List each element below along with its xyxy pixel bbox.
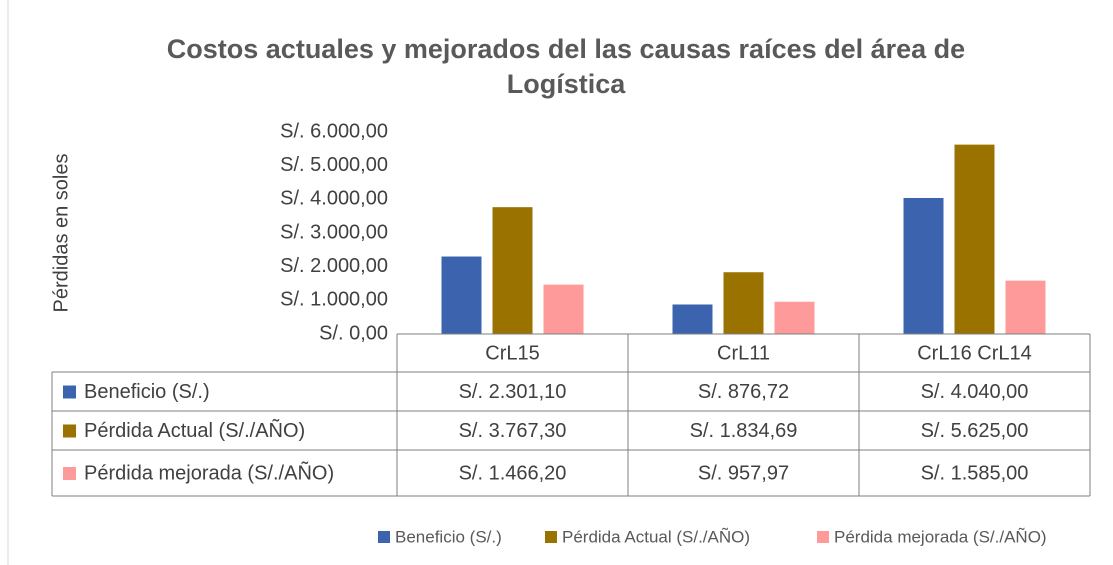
data-label: S/. 1.834,69 [690,420,798,442]
bar [672,304,713,334]
y-tick-label: S/. 6.000,00 [280,120,388,142]
bar [774,301,815,334]
chart-title: Costos actuales y mejorados del las caus… [166,34,966,99]
table-row-label: Pérdida Actual (S/./AÑO) [84,418,305,442]
x-tick-label: CrL15 [485,342,539,364]
x-tick-label: CrL11 [717,342,770,364]
table-legend-key [63,467,76,480]
y-tick-label: S/. 0,00 [319,322,388,344]
table-row-label: Pérdida mejorada (S/./AÑO) [84,460,334,484]
bar [441,256,482,334]
legend-key [545,531,557,543]
bar [954,144,995,334]
y-tick-label: S/. 5.000,00 [280,154,388,176]
table-legend-key [63,424,76,438]
data-label: S/. 2.301,10 [459,381,567,403]
legend-key [817,531,829,543]
data-label: S/. 876,72 [698,381,789,403]
legend-label: Beneficio (S/.) [395,527,502,546]
bar [543,284,584,334]
y-tick-label: S/. 2.000,00 [280,255,388,277]
y-axis-title: Pérdidas en soles [50,154,72,313]
bar [903,197,944,334]
data-label: S/. 957,97 [698,462,789,484]
table-row-label: Beneficio (S/.) [84,381,210,403]
legend-label: Pérdida Actual (S/./AÑO) [562,527,750,546]
data-label: S/. 4.040,00 [921,381,1029,403]
bar [723,272,764,334]
data-label: S/. 1.585,00 [921,462,1029,484]
table-legend-key [63,385,76,399]
data-label: S/. 3.767,30 [459,420,567,442]
y-tick-label: S/. 1.000,00 [280,289,388,311]
legend-label: Pérdida mejorada (S/./AÑO) [834,527,1047,546]
bar [492,207,533,334]
data-label: S/. 5.625,00 [921,420,1029,442]
legend-key [378,531,390,543]
data-label: S/. 1.466,20 [459,462,567,484]
y-tick-label: S/. 4.000,00 [280,188,388,210]
x-tick-label: CrL16 CrL14 [917,342,1032,364]
bar [1005,280,1046,334]
y-tick-label: S/. 3.000,00 [280,221,388,243]
